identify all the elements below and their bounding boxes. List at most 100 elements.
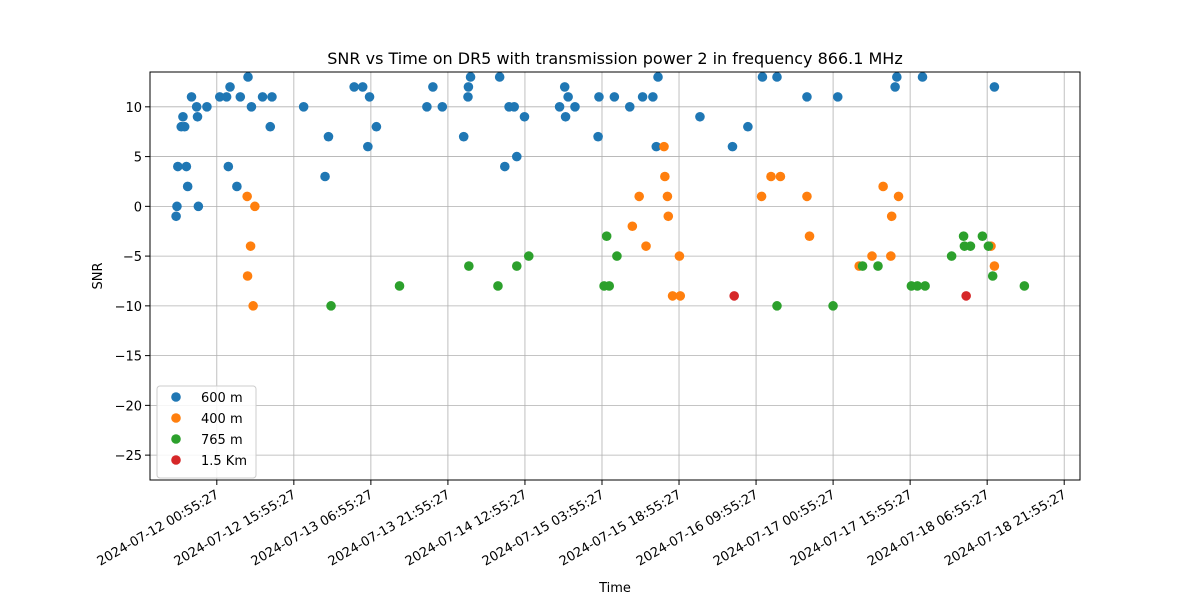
y-axis-label: SNR (91, 262, 106, 289)
data-point (265, 121, 276, 132)
data-point (756, 191, 767, 202)
data-point (609, 92, 620, 102)
x-tick-label: 2024-07-16 09:55:27 (634, 487, 761, 569)
data-point (243, 72, 253, 82)
data-point (499, 161, 510, 172)
data-point (667, 291, 678, 301)
data-point (559, 82, 570, 92)
data-point (593, 131, 603, 142)
data-point (235, 92, 246, 102)
data-point (594, 92, 604, 102)
data-point (267, 92, 277, 102)
x-tick-label: 2024-07-18 21:55:27 (942, 487, 1069, 569)
data-point (511, 151, 522, 162)
data-point (186, 92, 197, 102)
data-point (437, 102, 448, 112)
data-point (772, 72, 782, 82)
data-point (181, 161, 192, 172)
data-point (242, 271, 253, 281)
data-point (627, 221, 638, 232)
data-point (245, 241, 256, 251)
data-point (173, 161, 183, 172)
legend-label: 1.5 Km (201, 454, 247, 469)
data-point (257, 92, 268, 102)
data-point (1019, 281, 1030, 291)
data-point (893, 191, 904, 202)
data-point (371, 121, 382, 132)
data-point (961, 291, 971, 301)
data-point (464, 261, 474, 271)
data-point (179, 121, 190, 132)
x-tick-label: 2024-07-12 00:55:27 (95, 487, 222, 569)
data-point (674, 251, 685, 261)
data-point (364, 92, 375, 102)
x-tick-label: 2024-07-15 18:55:27 (557, 487, 684, 569)
legend-box (156, 385, 257, 479)
data-point (987, 271, 998, 281)
data-point (886, 251, 896, 261)
data-point (601, 231, 612, 241)
data-point (624, 102, 635, 112)
data-point (832, 92, 843, 102)
data-point (463, 92, 473, 102)
data-point (983, 241, 994, 251)
data-point (171, 211, 181, 222)
data-point (637, 92, 648, 102)
data-point (523, 251, 534, 261)
data-point (946, 251, 957, 261)
x-tick-label: 2024-07-15 03:55:27 (480, 487, 607, 569)
data-point (727, 141, 738, 152)
data-point (494, 72, 505, 82)
data-point (912, 281, 923, 291)
y-tick-label: −5 (123, 250, 142, 265)
data-point (920, 281, 930, 291)
y-tick-label: −10 (115, 300, 142, 315)
y-tick-label: −25 (115, 449, 142, 464)
data-point (695, 111, 705, 122)
data-point (775, 171, 786, 182)
data-point (653, 72, 663, 82)
data-point (857, 261, 868, 271)
x-axis-label: Time (598, 581, 631, 596)
series-765-m (326, 231, 1030, 311)
data-point (509, 102, 520, 112)
data-point (193, 201, 204, 212)
legend-label: 600 m (201, 391, 243, 406)
data-point (192, 111, 203, 122)
data-point (878, 181, 888, 192)
y-tick-label: 10 (125, 101, 142, 116)
data-point (250, 201, 260, 212)
y-tick-label: 5 (134, 151, 142, 166)
data-point (634, 191, 644, 202)
series-400-m (242, 141, 1000, 311)
data-point (802, 191, 812, 202)
data-point (662, 191, 673, 202)
data-point (660, 171, 670, 182)
data-point (965, 241, 976, 251)
x-tick-label: 2024-07-18 06:55:27 (865, 487, 992, 569)
legend-label: 765 m (201, 433, 243, 448)
data-point (225, 82, 235, 92)
series-1-5-km (729, 291, 971, 301)
data-point (357, 82, 368, 92)
data-point (465, 72, 476, 82)
data-point (867, 251, 877, 261)
data-point (766, 171, 776, 182)
data-point (977, 231, 988, 241)
data-point (326, 301, 336, 311)
data-point (246, 102, 257, 112)
data-point (363, 141, 373, 152)
data-point (191, 102, 202, 112)
data-point (729, 291, 739, 301)
data-point (989, 261, 1000, 271)
data-point (463, 82, 474, 92)
data-point (242, 191, 252, 202)
x-tick-label: 2024-07-17 15:55:27 (788, 487, 915, 569)
data-point (743, 121, 753, 132)
data-point (298, 102, 309, 112)
data-point (772, 301, 782, 311)
y-tick-label: −20 (115, 399, 142, 414)
data-point (178, 111, 188, 122)
plot-frame (149, 71, 1081, 481)
